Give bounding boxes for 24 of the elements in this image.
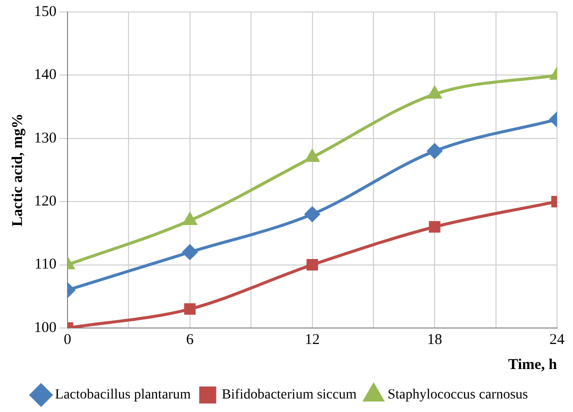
x-tick-label: 0 <box>64 332 72 348</box>
y-tick-label: 150 <box>34 4 56 20</box>
x-tick-label: 24 <box>550 332 565 348</box>
y-tick-label: 120 <box>34 194 56 210</box>
y-tick-label: 140 <box>34 67 56 84</box>
point <box>306 150 319 162</box>
point <box>428 86 442 99</box>
x-tick-label: 6 <box>186 332 194 348</box>
point <box>183 213 197 226</box>
y-tick-label: 110 <box>34 256 56 273</box>
point <box>306 259 318 271</box>
legend-label: Bifidobacterium siccum <box>222 388 357 403</box>
legend-label: Staphylococcus carnosus <box>388 388 528 403</box>
point <box>182 244 198 260</box>
x-tick-label: 18 <box>427 332 442 348</box>
point <box>304 206 320 222</box>
legend-label: Lactobacillus plantarum <box>55 388 191 403</box>
x-tick-label: 12 <box>304 332 320 348</box>
point <box>428 221 440 233</box>
x-axis-title: Time, h <box>508 356 558 373</box>
point <box>184 303 196 315</box>
y-tick-label: 130 <box>34 130 56 146</box>
y-axis-title: Lactic acid, mg% <box>10 114 26 226</box>
y-tick-label: 100 <box>34 320 56 336</box>
